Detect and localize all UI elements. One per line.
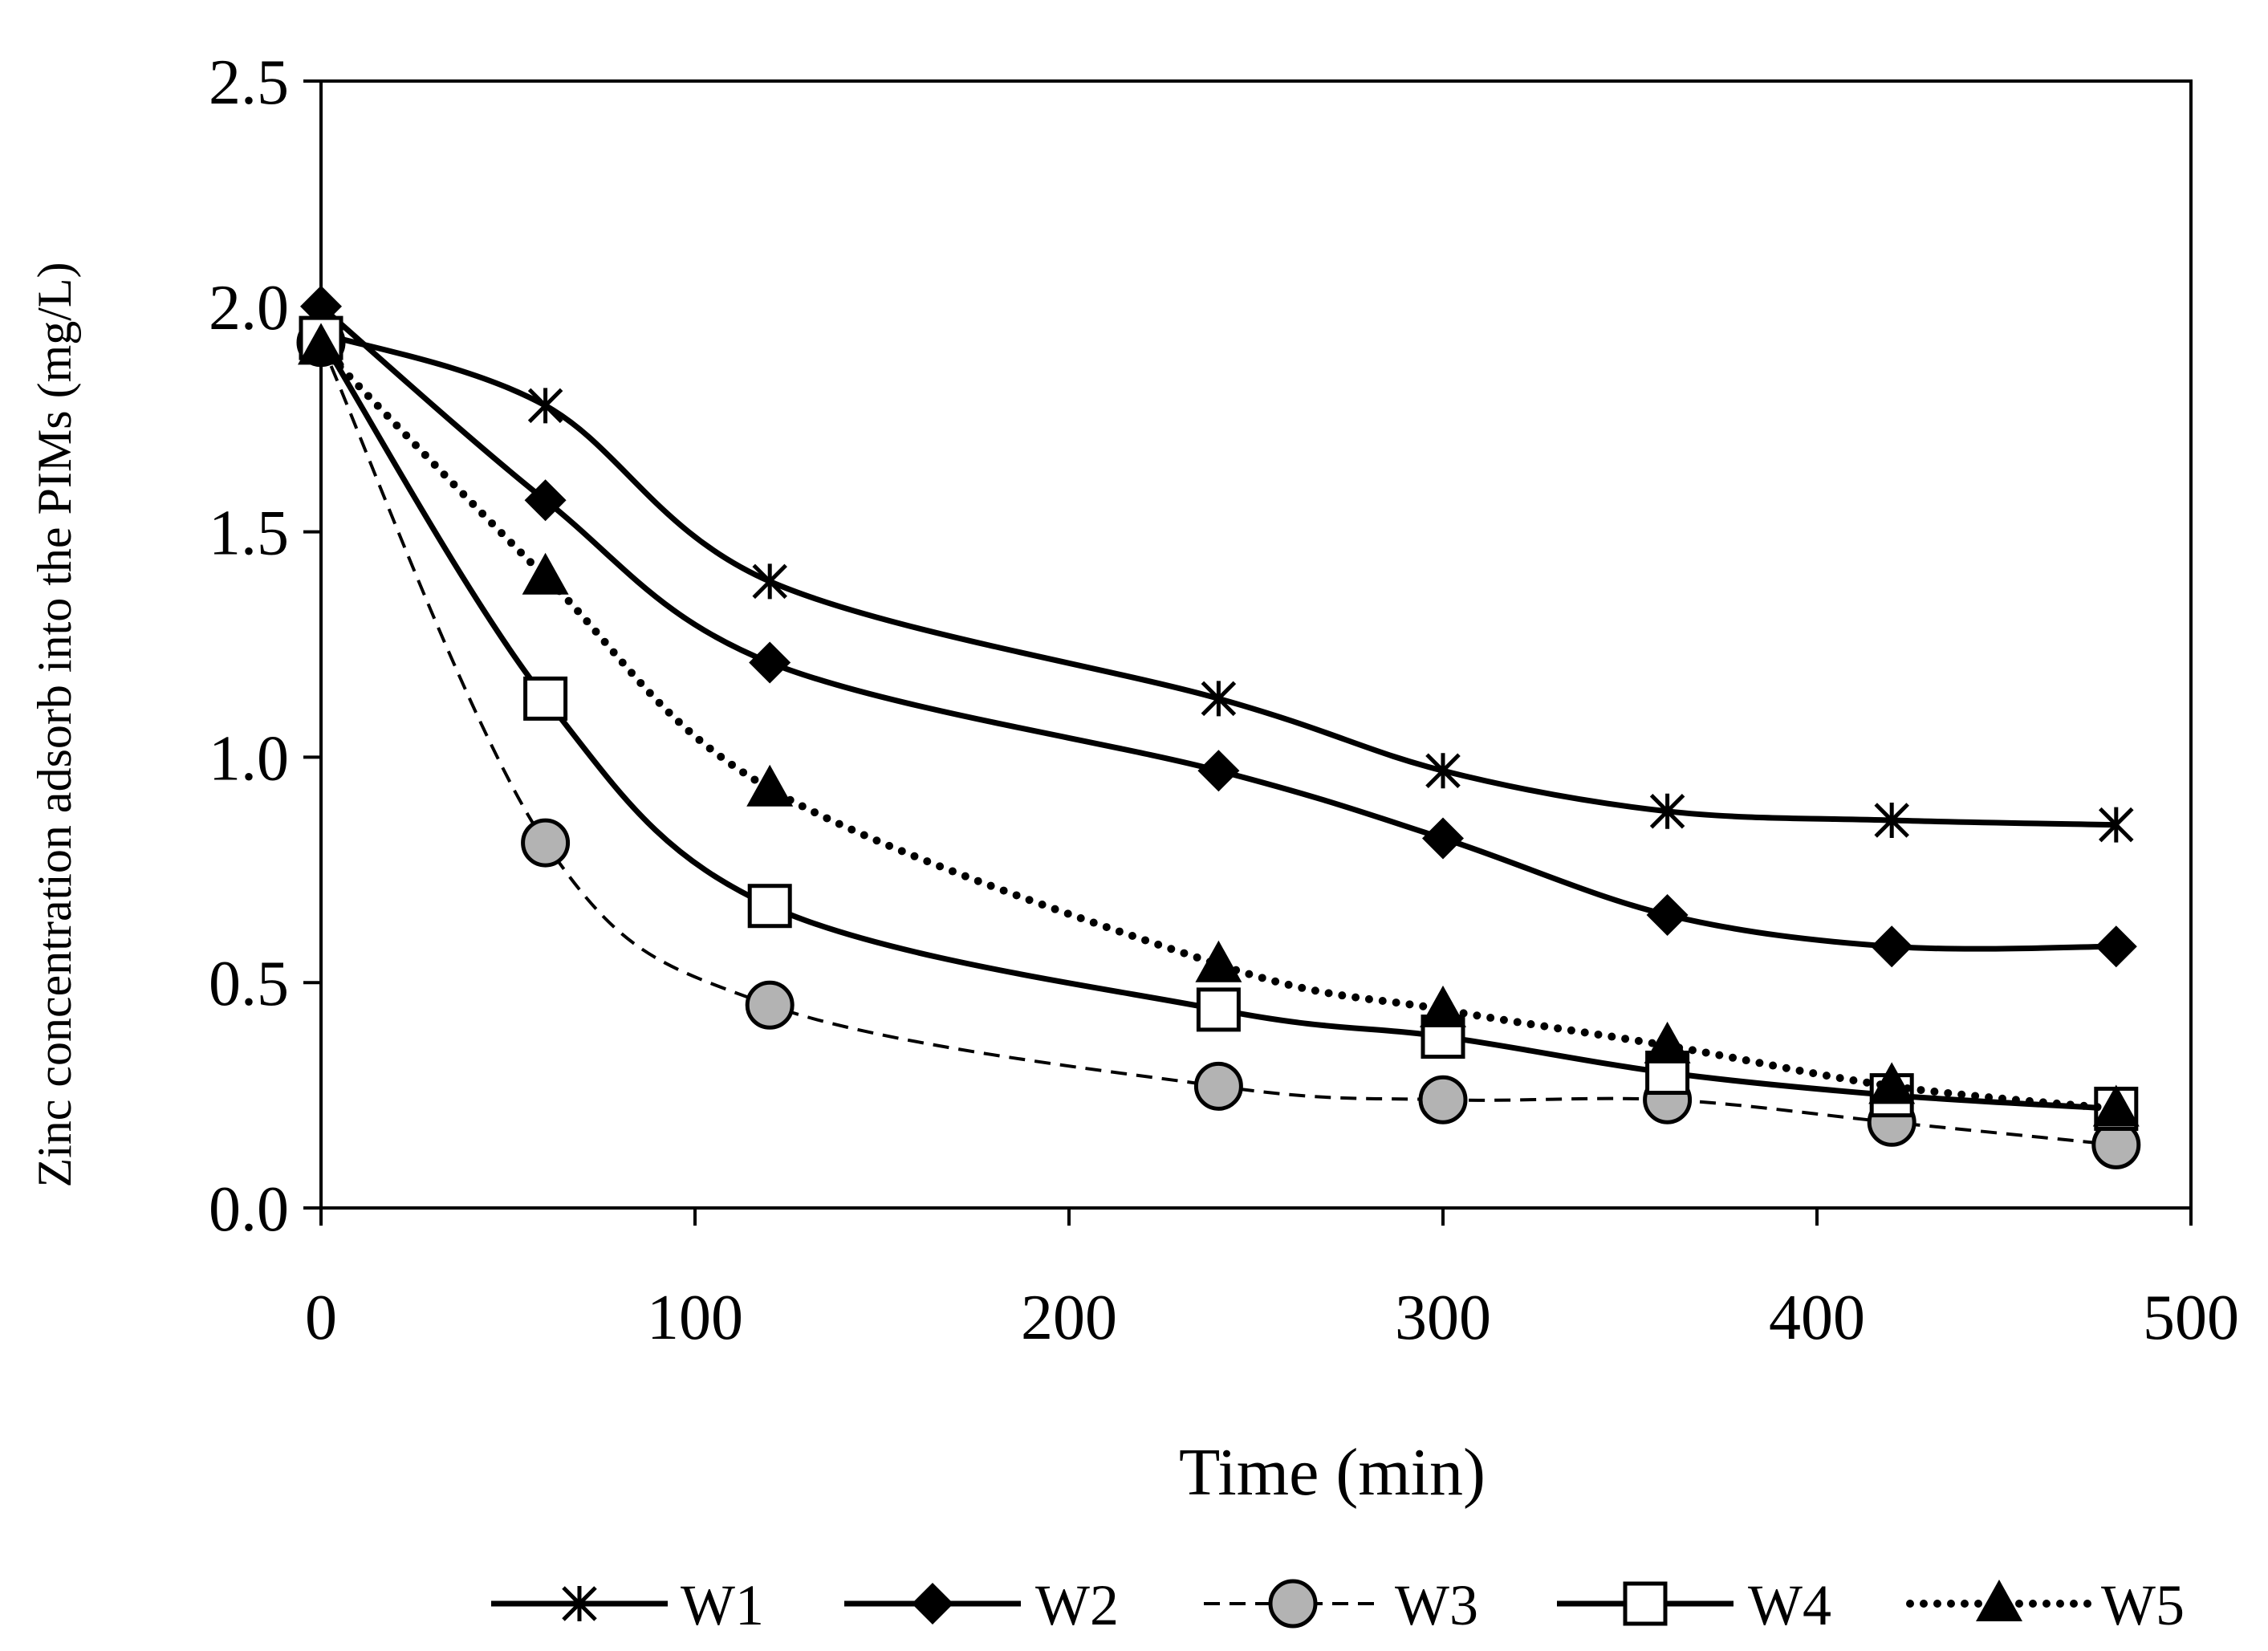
data-point-w4 [523, 676, 568, 721]
legend: W1 W2 W3 W4 W5 [491, 1573, 2185, 1637]
data-point-w5 [2092, 1084, 2140, 1127]
x-tick-label: 400 [1769, 1283, 1865, 1353]
y-tick-label: 2.5 [209, 47, 289, 118]
legend-item-w4: W4 [1557, 1573, 1831, 1637]
x-tick-label: 100 [647, 1283, 743, 1353]
y-tick-label: 2.0 [209, 273, 289, 344]
legend-label: W4 [1748, 1573, 1831, 1637]
legend-label: W2 [1035, 1573, 1119, 1637]
data-point-w2 [749, 641, 791, 684]
legend-marker-w3 [1268, 1579, 1318, 1629]
y-tick-label: 1.0 [209, 723, 289, 794]
legend-label: W1 [681, 1573, 764, 1637]
data-point-w2 [1646, 893, 1689, 936]
legend-marker-w5 [1976, 1580, 2022, 1621]
data-point-w2 [524, 479, 567, 522]
x-axis-title: Time (min) [1179, 1435, 1486, 1510]
data-point-w1 [1425, 753, 1461, 789]
data-point-w2 [1422, 817, 1464, 860]
data-point-w5 [746, 764, 794, 807]
legend-marker-w4 [1623, 1581, 1668, 1626]
data-point-w1 [527, 388, 563, 424]
series-line-w2 [319, 304, 2116, 952]
legend-label: W3 [1395, 1573, 1478, 1637]
data-point-w1 [1874, 803, 1909, 839]
data-point-w4 [1196, 987, 1241, 1032]
series-w5 [298, 323, 2140, 1127]
series-w4 [299, 315, 2139, 1131]
legend-label: W5 [2101, 1573, 2185, 1637]
series-layer [296, 285, 2141, 1169]
data-point-w1 [752, 563, 787, 600]
legend-item-w3: W3 [1204, 1573, 1478, 1637]
y-tick-label: 0.5 [209, 949, 289, 1019]
data-point-w1 [1649, 793, 1685, 829]
data-point-w5 [1420, 985, 1466, 1027]
data-point-w5 [298, 323, 344, 365]
series-w2 [300, 285, 2137, 968]
legend-item-w2: W2 [844, 1573, 1119, 1637]
y-tick-label: 0.0 [209, 1174, 289, 1245]
x-tick-label: 500 [2143, 1283, 2239, 1353]
x-tick-label: 300 [1395, 1283, 1491, 1353]
data-point-w2 [2095, 925, 2137, 968]
plot-frame [319, 79, 2193, 1210]
series-line-w5 [317, 343, 2120, 1113]
y-tick-label: 1.5 [209, 498, 289, 569]
legend-marker-w1 [562, 1586, 597, 1621]
x-tick-label: 200 [1021, 1283, 1117, 1353]
legend-item-w1: W1 [491, 1573, 764, 1637]
data-point-w3 [1193, 1061, 1243, 1111]
series-w3 [296, 318, 2141, 1169]
data-point-w5 [1868, 1062, 1916, 1104]
legend-marker-w2 [912, 1583, 953, 1625]
data-point-w2 [1197, 750, 1240, 792]
data-point-w3 [1418, 1075, 1468, 1124]
x-axis: 0 100 200 300 400 500 [305, 1208, 2239, 1353]
data-point-w5 [522, 552, 569, 595]
y-axis: 0.0 0.5 1.0 1.5 2.0 2.5 [209, 47, 321, 1245]
data-point-w5 [1195, 940, 1242, 982]
data-point-w1 [1201, 681, 1237, 717]
data-point-w4 [747, 884, 792, 929]
legend-item-w5: W5 [1906, 1573, 2185, 1637]
data-point-w2 [1871, 925, 1913, 968]
data-point-w3 [745, 980, 795, 1030]
data-point-w5 [1644, 1021, 1691, 1063]
y-axis-title: Zinc concentration adsorb into the PIMs … [28, 262, 81, 1187]
series-line-w1 [319, 331, 2116, 828]
data-point-w1 [2099, 807, 2134, 843]
data-point-w3 [521, 818, 571, 868]
x-tick-label: 0 [305, 1283, 337, 1353]
